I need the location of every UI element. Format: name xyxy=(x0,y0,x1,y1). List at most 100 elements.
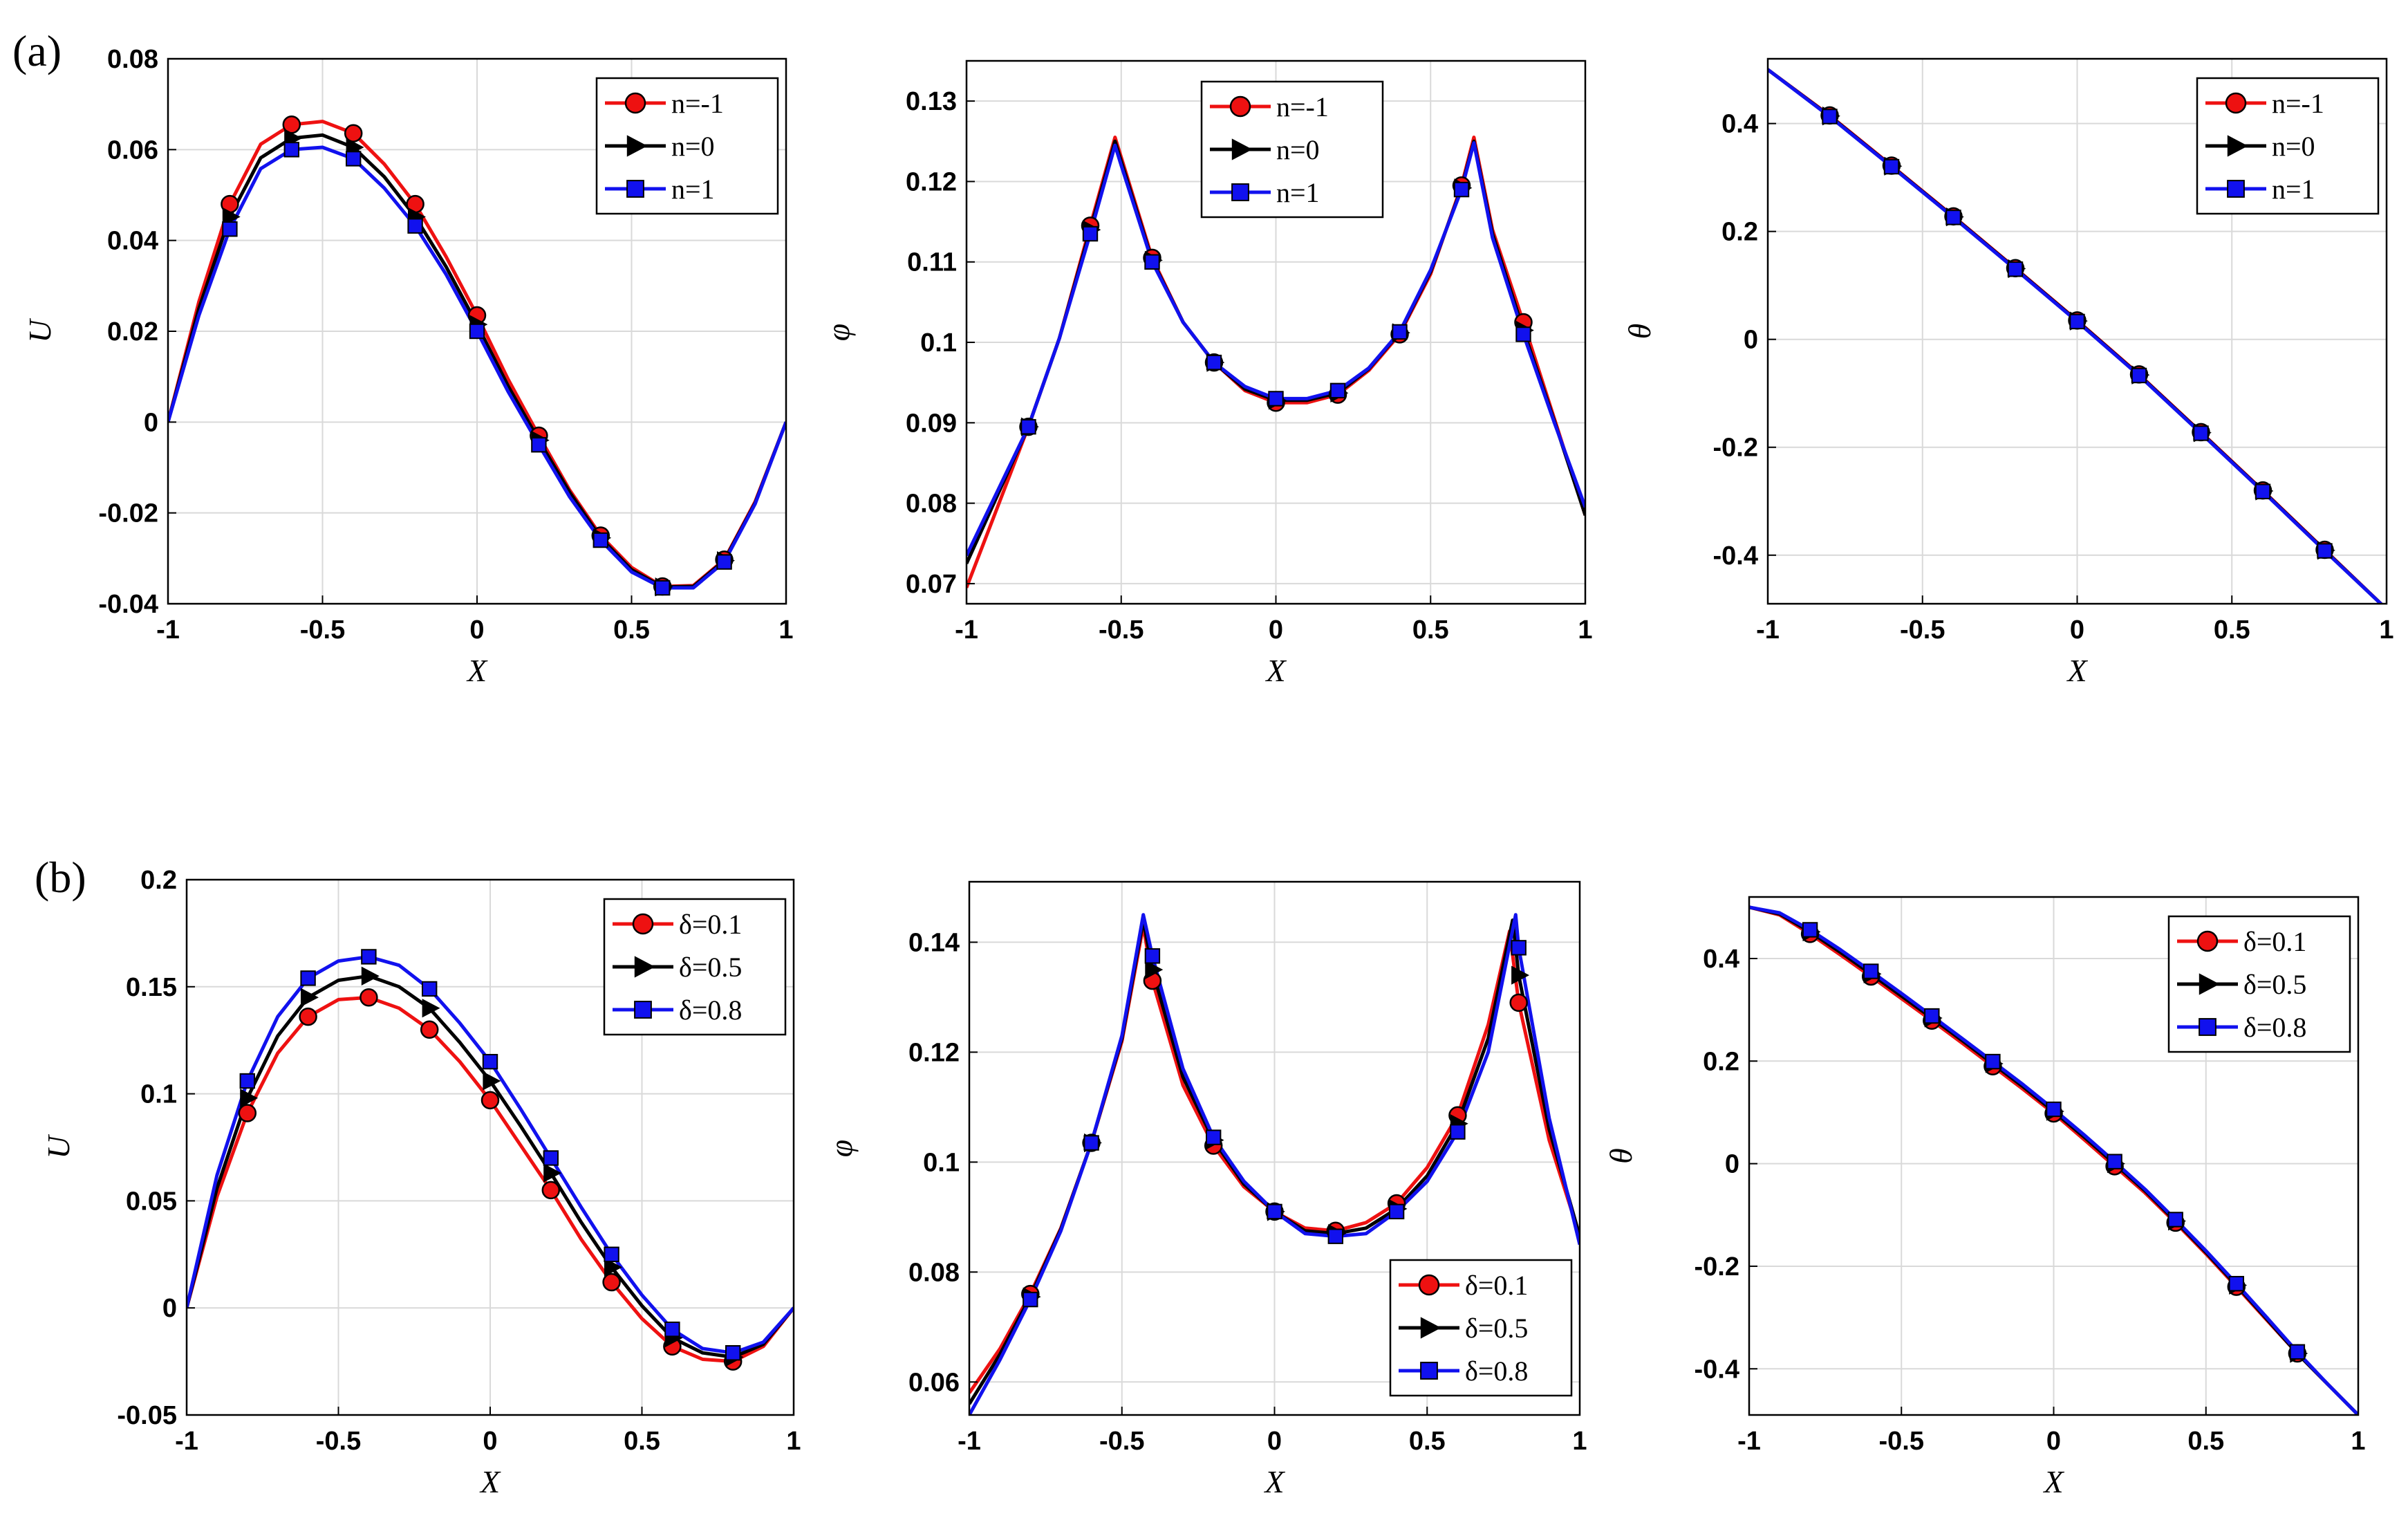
legend-marker-0 xyxy=(624,92,646,114)
data-point-b1-0-2 xyxy=(238,1104,257,1122)
x-axis-label: X xyxy=(2066,653,2088,688)
y-tick-label: 0.1 xyxy=(923,1148,960,1177)
x-tick-label: 0 xyxy=(469,616,484,645)
legend-b2: δ=0.1 δ=0.5 δ=0.8 xyxy=(1389,1259,1573,1397)
data-point-b1-2-18 xyxy=(725,1345,741,1361)
data-point-b1-1-6 xyxy=(361,966,380,985)
data-point-a3-2-1 xyxy=(1822,109,1838,124)
y-tick-label: 0.07 xyxy=(906,570,957,599)
y-tick-label: 0.15 xyxy=(126,973,177,1002)
data-point-a1-2-12 xyxy=(531,436,547,453)
series-lines-b2 xyxy=(969,913,1580,1415)
y-tick-label: 0 xyxy=(144,408,158,437)
x-tick-label: 1 xyxy=(2379,616,2393,645)
data-point-a1-0-6 xyxy=(344,124,363,142)
y-axis-label: φ xyxy=(823,1140,859,1157)
y-tick-label: 0.08 xyxy=(908,1258,960,1287)
panel-label-b: (b) xyxy=(35,853,86,902)
data-point-b3-2-18 xyxy=(2289,1344,2306,1360)
y-tick-label: -0.04 xyxy=(98,590,158,619)
data-point-b1-2-14 xyxy=(604,1246,619,1262)
legend-marker-2 xyxy=(626,180,644,198)
legend-marker-0 xyxy=(2225,92,2247,114)
data-point-b2-1-7 xyxy=(1145,960,1164,979)
legend-marker-1 xyxy=(2227,135,2248,157)
legend-label-0: n=-1 xyxy=(2272,88,2324,119)
legend-marker-1 xyxy=(1231,138,1253,160)
data-point-a1-2-2 xyxy=(222,221,238,237)
y-tick-label: 0.11 xyxy=(907,248,957,277)
data-point-b1-1-8 xyxy=(422,999,440,1018)
plot-a2-concentration: -1 -0.5 0 0.5 1 0.07 0.08 0.09 0.1 0.11 0.12 0.13 Xφ… xyxy=(821,59,1593,688)
x-tick-label: 0 xyxy=(2070,616,2084,645)
plot-a1-velocity: -1 -0.5 0 0.5 1 -0.04 -0.02 0 0.02 0.04 0.06 0.08 X U… xyxy=(22,45,794,688)
data-point-a3-2-4 xyxy=(2007,261,2024,277)
data-point-b3-2-8 xyxy=(1985,1053,2001,1070)
data-point-a3-2-2 xyxy=(1883,158,1900,175)
x-tick-label: 0.5 xyxy=(613,616,650,645)
data-point-b1-2-2 xyxy=(239,1073,256,1089)
y-tick-label: 0 xyxy=(1725,1150,1739,1179)
data-point-a2-2-2 xyxy=(1020,418,1036,435)
x-tick-label: -0.5 xyxy=(1900,616,1945,645)
legend-label-0: n=-1 xyxy=(671,88,724,119)
legend-marker-2 xyxy=(1420,1362,1438,1380)
legend-label-1: δ=0.5 xyxy=(679,952,742,983)
x-tick-label: 0.5 xyxy=(624,1427,660,1456)
data-point-b1-1-14 xyxy=(604,1257,622,1277)
x-tick-label: 0.5 xyxy=(2187,1427,2224,1456)
data-point-b1-1-12 xyxy=(543,1163,562,1183)
data-point-b1-0-6 xyxy=(360,988,378,1007)
data-point-a2-2-15 xyxy=(1392,324,1408,340)
series-lines-b1 xyxy=(187,949,794,1371)
y-tick-label: 0.12 xyxy=(908,1038,960,1067)
x-tick-label: 1 xyxy=(2351,1427,2365,1456)
data-point-b1-1-10 xyxy=(483,1071,501,1091)
data-point-b2-2-2 xyxy=(1023,1291,1038,1308)
x-tick-label: 1 xyxy=(778,616,793,645)
data-point-b1-2-8 xyxy=(422,981,438,997)
data-point-b2-2-4 xyxy=(1083,1135,1099,1151)
legend-marker-0 xyxy=(632,913,654,935)
data-point-a2-2-7 xyxy=(1144,254,1160,270)
data-point-b1-2-10 xyxy=(482,1053,498,1070)
plot-b1-velocity: -1 -0.5 0 0.5 1-0.0500.050.10.150.2XUδ=0.1δ=… xyxy=(41,866,801,1499)
legend-label-0: δ=0.1 xyxy=(2243,926,2306,957)
data-point-b2-2-20 xyxy=(1511,940,1527,956)
y-tick-label: 0.4 xyxy=(1703,945,1739,974)
data-point-b3-2-12 xyxy=(2107,1154,2122,1169)
x-tick-label: 0 xyxy=(483,1427,497,1456)
x-tick-label: -1 xyxy=(175,1427,198,1456)
legend-label-1: δ=0.5 xyxy=(2243,969,2306,1000)
x-tick-label: -0.5 xyxy=(300,616,345,645)
x-axis-label: X xyxy=(466,653,488,688)
data-point-a1-2-14 xyxy=(592,532,608,548)
data-point-b1-1-2 xyxy=(240,1089,259,1108)
y-axis-label: φ xyxy=(821,324,856,341)
x-tick-label: 0 xyxy=(1269,616,1283,645)
legend-marker-1 xyxy=(2199,973,2220,995)
x-tick-label: -1 xyxy=(1737,1427,1761,1456)
legend-label-1: n=0 xyxy=(2272,131,2315,162)
legend-marker-0 xyxy=(1229,95,1251,118)
data-point-b2-0-20 xyxy=(1509,993,1528,1012)
x-tick-label: -1 xyxy=(958,1427,981,1456)
y-tick-label: 0.2 xyxy=(1721,218,1758,247)
x-tick-label: 1 xyxy=(1572,1427,1587,1456)
data-point-a2-2-11 xyxy=(1268,391,1284,407)
series-lines-a2 xyxy=(967,136,1585,589)
legend-label-2: n=1 xyxy=(2272,174,2315,205)
y-tick-label: -0.2 xyxy=(1695,1252,1739,1281)
legend-b1: δ=0.1 δ=0.5 δ=0.8 xyxy=(603,898,787,1036)
data-point-a3-2-5 xyxy=(2069,313,2085,330)
data-point-b3-2-16 xyxy=(2228,1275,2245,1292)
y-tick-label: 0 xyxy=(1744,326,1758,355)
legend-label-1: n=0 xyxy=(1276,134,1320,165)
data-point-b3-2-14 xyxy=(2167,1212,2183,1228)
y-tick-label: 0.14 xyxy=(908,928,960,957)
x-tick-label: 1 xyxy=(1578,616,1592,645)
y-tick-label: 0.12 xyxy=(906,167,957,196)
data-point-b1-0-10 xyxy=(480,1091,500,1110)
x-tick-label: 0 xyxy=(1267,1427,1282,1456)
